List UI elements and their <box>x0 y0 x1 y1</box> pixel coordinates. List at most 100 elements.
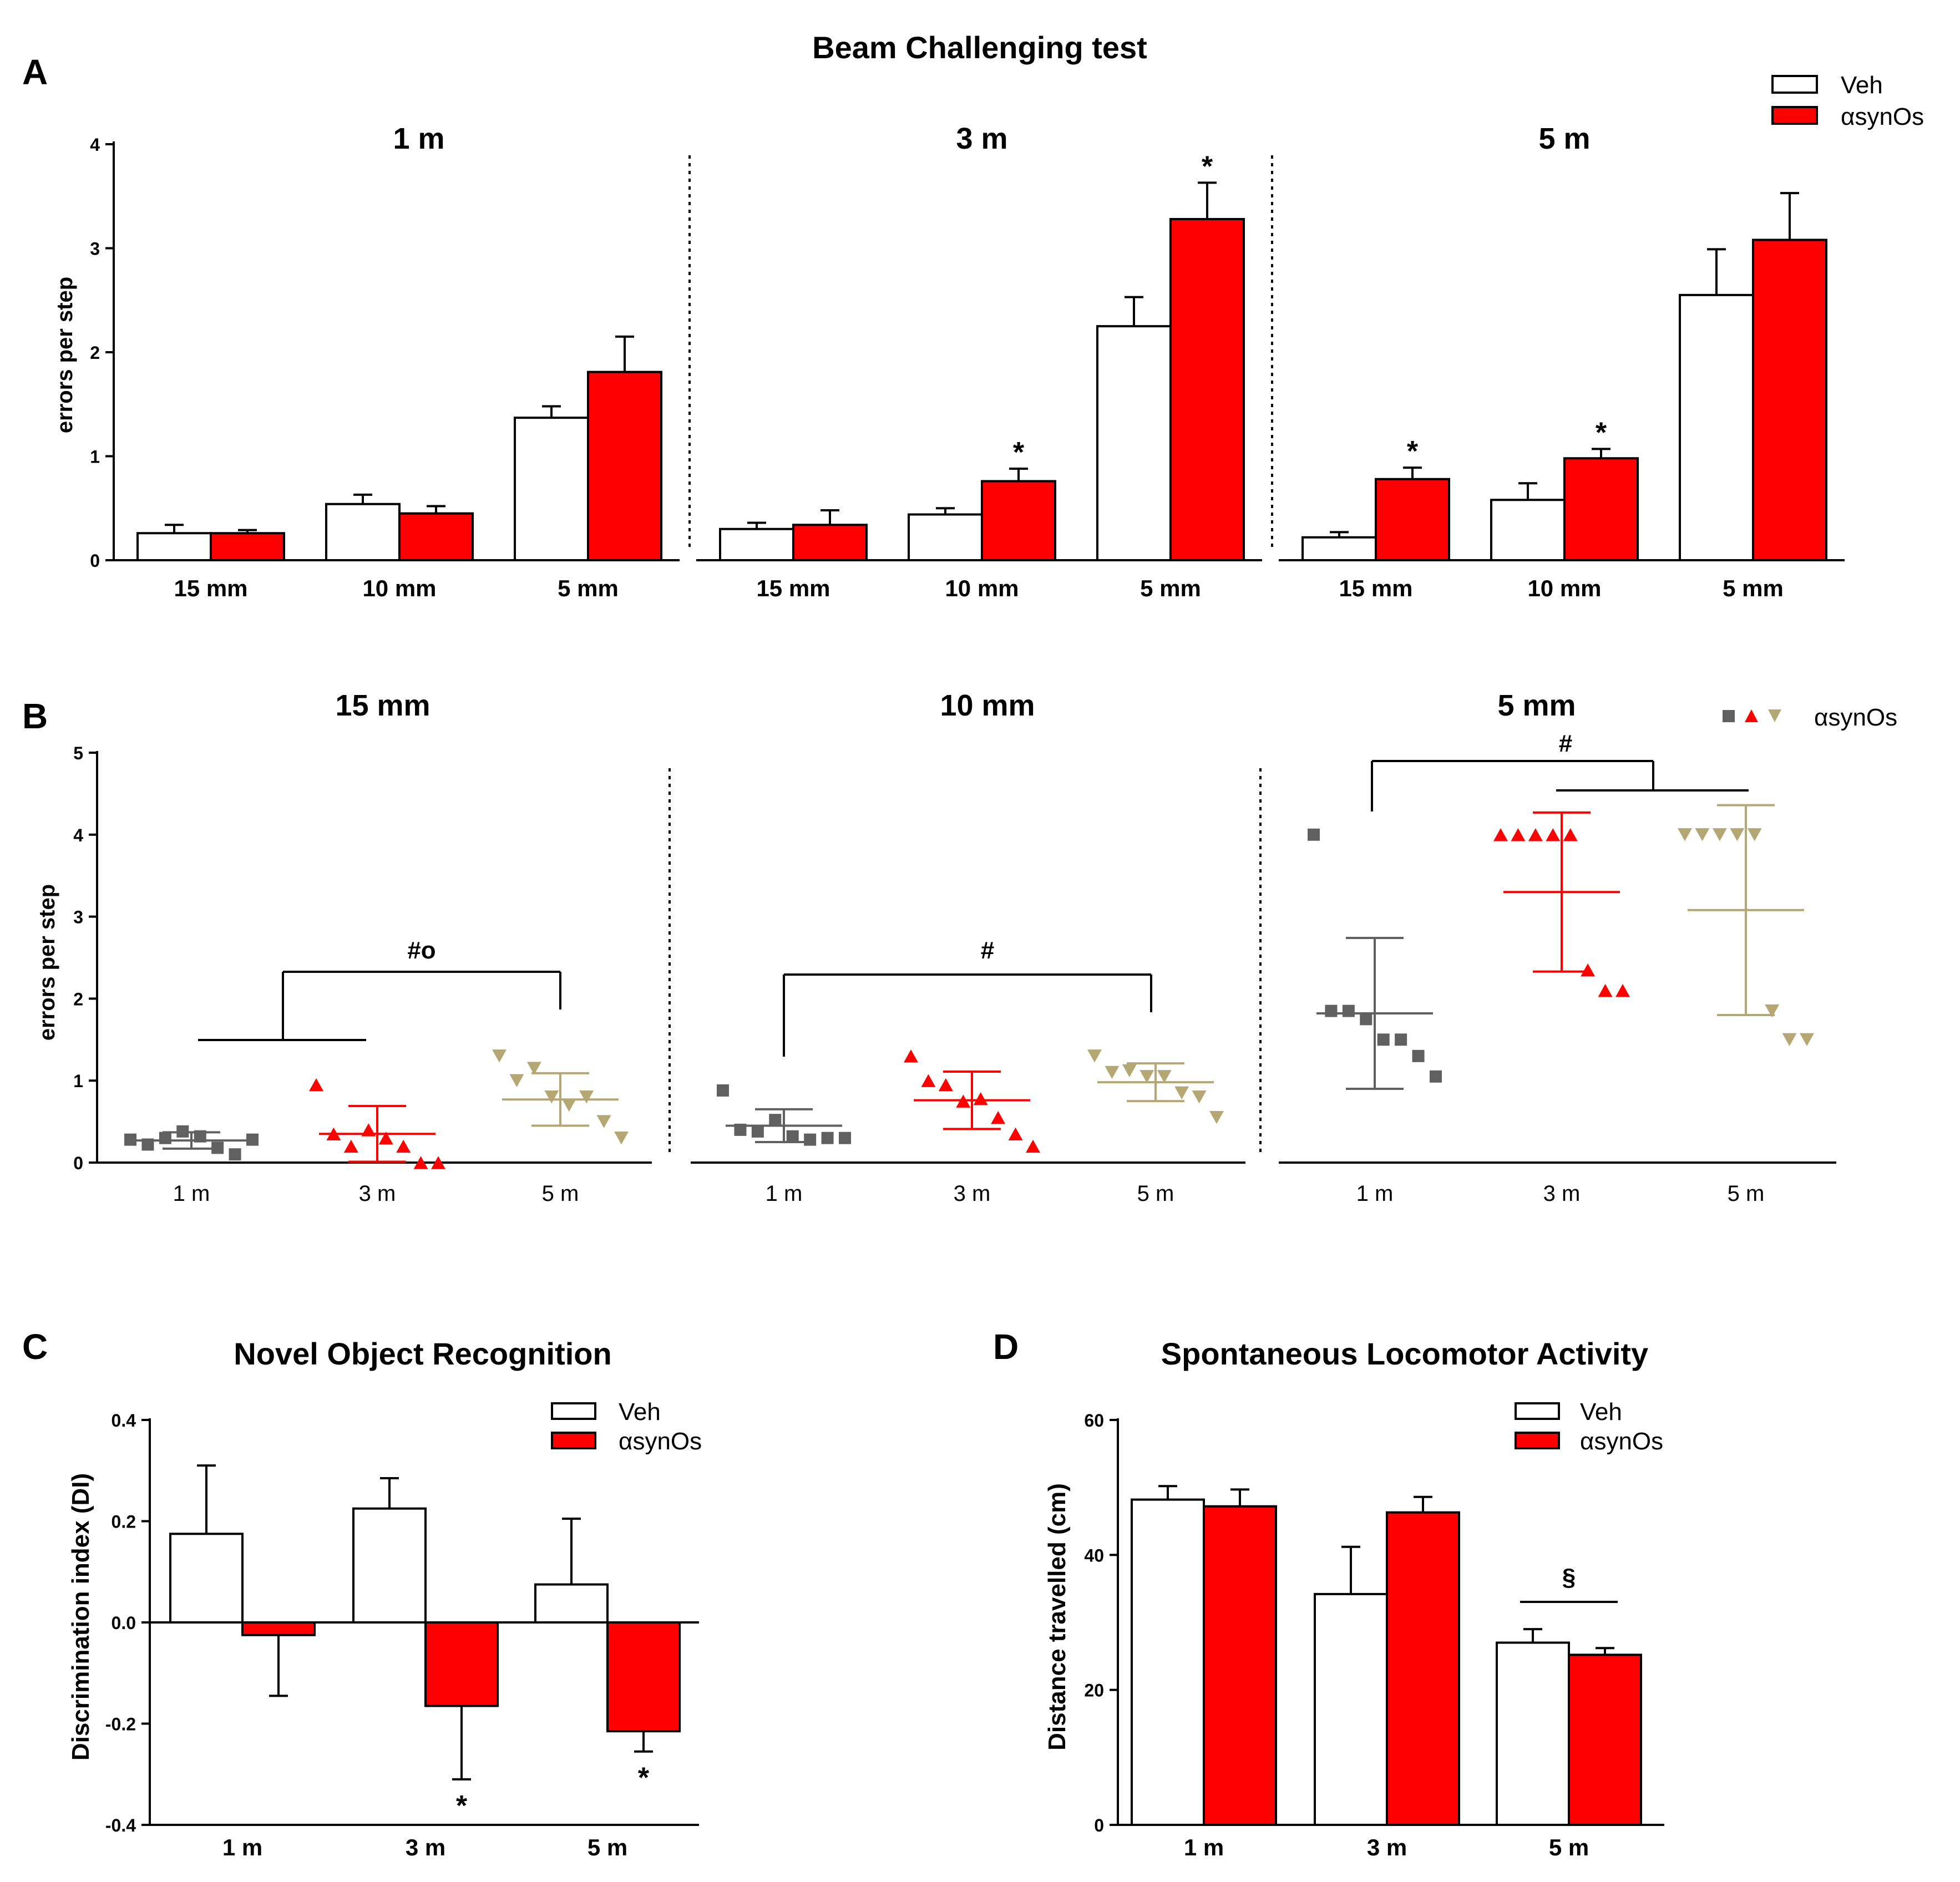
panel-a-x-tick-label: 5 mm <box>558 575 619 601</box>
scatter-point-b <box>1615 983 1630 997</box>
scatter-point-b <box>413 1156 428 1169</box>
bar-a-veh <box>719 527 794 561</box>
panel-b-y-tick-label: 1 <box>73 1071 83 1091</box>
legend-b-label: αsynOs <box>1814 704 1897 731</box>
panel-b-x-tick-label: 3 m <box>954 1181 991 1206</box>
scatter-point-b <box>159 1132 171 1144</box>
legend-c-asyn-swatch <box>551 1432 596 1449</box>
panel-a-ylabel: errors per step <box>53 277 77 433</box>
scatter-point-b <box>229 1148 241 1161</box>
legend-a-asyn-swatch <box>1771 106 1818 125</box>
scatter-point-b <box>769 1114 782 1127</box>
scatter-point-b <box>1493 828 1508 841</box>
panel-b-subplot-title: 5 mm <box>1497 689 1576 722</box>
bar-c-asyn <box>424 1621 499 1707</box>
legend-a: Veh αsynOs <box>1771 72 1924 130</box>
panel-c-x-tick-label: 5 m <box>588 1834 627 1860</box>
panel-c-y-tick-label: 0.4 <box>112 1411 136 1430</box>
significance-b-15: #o <box>407 937 435 964</box>
scatter-point-b <box>1581 963 1596 977</box>
bar-a-veh <box>325 503 401 561</box>
scatter-point-b <box>1377 1033 1390 1046</box>
panel-b-y-tick-label: 4 <box>73 825 83 845</box>
legend-d: Veh αsynOs <box>1515 1398 1663 1455</box>
scatter-point-b <box>1342 1005 1355 1017</box>
panel-c-y-tick-label: -0.4 <box>105 1815 136 1835</box>
scatter-point-b <box>1712 828 1727 841</box>
scatter-point-b <box>1528 828 1543 841</box>
scatter-point-b <box>614 1131 629 1145</box>
panel-c-x-tick-label: 3 m <box>406 1834 445 1860</box>
scatter-point-b <box>1008 1127 1023 1140</box>
panel-a-title: Beam Challenging test <box>812 30 1147 65</box>
scatter-point-b <box>1730 828 1745 841</box>
panel-b-x-tick-label: 3 m <box>359 1181 396 1206</box>
legend-c: Veh αsynOs <box>551 1398 702 1455</box>
panel-b-scatter: #o # # <box>124 730 1814 1169</box>
bar-c-veh <box>169 1533 244 1624</box>
panel-d-x-tick-label: 5 m <box>1549 1834 1589 1860</box>
bar-d-veh <box>1314 1592 1388 1826</box>
panel-c-bars: ** <box>169 1464 681 1822</box>
scatter-point-b <box>309 1078 323 1092</box>
panel-a-x-tick-label: 15 mm <box>756 575 830 601</box>
legend-c-veh-swatch <box>551 1402 596 1420</box>
panel-b-y-tick-label: 5 <box>73 743 83 763</box>
panel-c-y-tick-label: 0.2 <box>112 1512 136 1532</box>
panel-a-y-tick-label: 3 <box>90 239 100 259</box>
legend-a-veh-label: Veh <box>1841 72 1883 99</box>
scatter-point-b <box>431 1156 445 1169</box>
bar-a-veh <box>1096 325 1172 561</box>
scatter-point-b <box>751 1125 764 1138</box>
panel-b-axes: 0 1 2 3 4 5 15 mm 1 m 3 m 5 m 10 mm 1 m 3 m 5 m 5 mm 1 … <box>73 689 1836 1206</box>
significance-b-5: # <box>1559 730 1572 757</box>
legend-b-grey-square <box>1723 710 1735 722</box>
panel-b-y-tick-label: 0 <box>73 1153 83 1173</box>
significance-mark-d: § <box>1562 1564 1576 1591</box>
panel-b-x-tick-label: 5 m <box>1728 1181 1765 1206</box>
scatter-point-b <box>1174 1086 1189 1100</box>
significance-b-10: # <box>981 937 994 964</box>
bar-c-veh <box>534 1583 609 1624</box>
panel-a-x-tick-label: 5 mm <box>1723 575 1784 601</box>
scatter-point-b <box>1747 828 1762 841</box>
scatter-point-b <box>1325 1005 1338 1017</box>
panel-a-y-tick-label: 0 <box>90 551 100 571</box>
bar-a-asyn <box>398 512 474 561</box>
legend-d-asyn-label: αsynOs <box>1580 1428 1663 1455</box>
panel-d-y-tick-label: 60 <box>1084 1411 1104 1430</box>
panel-a-subplot-title: 5 m <box>1538 122 1590 155</box>
panel-label-a: A <box>22 52 48 92</box>
panel-a-x-tick-label: 15 mm <box>174 575 247 601</box>
panel-d-x-tick-label: 1 m <box>1184 1834 1224 1860</box>
panel-a-x-tick-label: 5 mm <box>1140 575 1201 601</box>
panel-b-x-tick-label: 5 m <box>1137 1181 1174 1206</box>
scatter-point-b <box>1598 983 1613 997</box>
scatter-point-b <box>1765 1004 1780 1018</box>
scatter-point-b <box>804 1133 817 1146</box>
bar-a-veh <box>1301 536 1377 561</box>
bar-a-asyn <box>1752 239 1827 561</box>
significance-star-a: * <box>1202 150 1213 182</box>
panel-a-subplot-title: 1 m <box>393 122 444 155</box>
scatter-point-b <box>921 1074 936 1087</box>
scatter-point-b <box>1308 828 1320 841</box>
panel-b-x-tick-label: 5 m <box>542 1181 579 1206</box>
scatter-point-b <box>1511 828 1526 841</box>
panel-c-y-tick-label: -0.2 <box>105 1714 136 1734</box>
scatter-point-b <box>1563 828 1578 841</box>
scatter-point-b <box>839 1132 851 1144</box>
scatter-point-b <box>938 1078 953 1092</box>
bar-a-veh <box>514 417 589 561</box>
panel-b-x-tick-label: 1 m <box>173 1181 210 1206</box>
scatter-point-b <box>596 1115 611 1128</box>
bar-a-asyn <box>792 524 868 561</box>
panel-d-title: Spontaneous Locomotor Activity <box>1161 1336 1648 1371</box>
scatter-point-b <box>1139 1070 1154 1083</box>
panel-b-subplot-title: 15 mm <box>335 689 430 722</box>
panel-a-x-tick-label: 10 mm <box>362 575 436 601</box>
scatter-point-b <box>1695 828 1710 841</box>
panel-c-ylabel: Discrimination index (DI) <box>67 1473 94 1761</box>
bar-a-veh <box>136 532 212 561</box>
